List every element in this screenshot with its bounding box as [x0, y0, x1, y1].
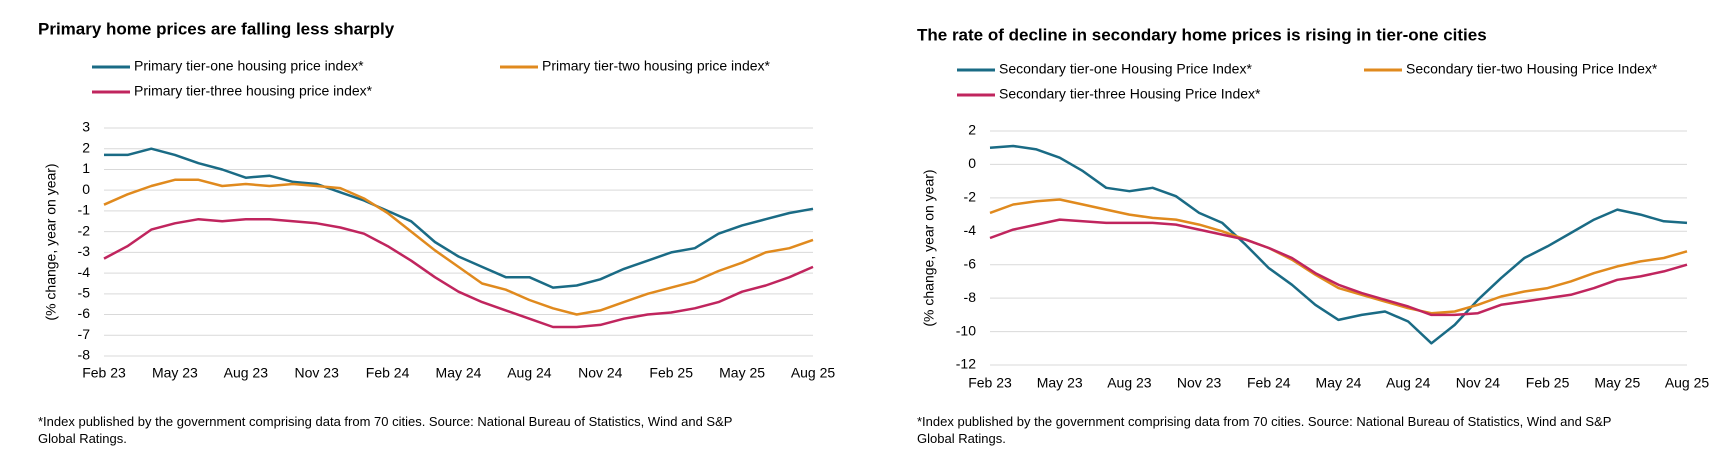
x-tick-label: May 24: [1316, 375, 1362, 391]
y-tick-label: -4: [78, 264, 91, 280]
chart-title: Primary home prices are falling less sha…: [38, 19, 395, 38]
x-tick-label: Feb 24: [1247, 375, 1291, 391]
y-tick-label: 0: [82, 181, 90, 197]
y-tick-label: -6: [78, 305, 91, 321]
x-tick-label: Feb 23: [968, 375, 1012, 391]
x-tick-label: Aug 24: [1386, 375, 1431, 391]
x-tick-label: May 25: [1594, 375, 1640, 391]
x-tick-label: Feb 24: [366, 365, 410, 381]
y-tick-label: 0: [968, 155, 976, 171]
footnote: *Index published by the government compr…: [917, 414, 1611, 446]
footnote: *Index published by the government compr…: [38, 414, 732, 446]
x-tick-label: Aug 25: [791, 365, 836, 381]
y-tick-label: -5: [78, 285, 91, 301]
chart-title: The rate of decline in secondary home pr…: [917, 25, 1487, 44]
y-tick-label: 1: [82, 160, 90, 176]
x-tick-label: Feb 23: [82, 365, 126, 381]
series-line: [989, 144, 1688, 345]
x-tick-label: Nov 23: [295, 365, 340, 381]
y-tick-label: -4: [964, 222, 977, 238]
x-tick-label: Feb 25: [1526, 375, 1570, 391]
series-line: [104, 147, 814, 289]
x-tick-label: Aug 25: [1665, 375, 1710, 391]
x-tick-label: Aug 24: [507, 365, 552, 381]
x-tick-label: May 23: [152, 365, 198, 381]
x-tick-label: Aug 23: [1107, 375, 1152, 391]
y-tick-label: 3: [82, 119, 90, 135]
series-line: [989, 218, 1688, 317]
series-line: [103, 178, 814, 316]
x-tick-label: May 25: [719, 365, 765, 381]
y-tick-label: -7: [78, 326, 91, 342]
legend-label: Primary tier-one housing price index*: [134, 58, 364, 74]
x-tick-label: May 23: [1037, 375, 1083, 391]
y-tick-label: -1: [78, 202, 91, 218]
legend-label: Secondary tier-two Housing Price Index*: [1406, 61, 1658, 77]
y-axis-label: (% change, year on year): [921, 169, 937, 326]
x-tick-label: Nov 24: [578, 365, 623, 381]
x-tick-label: Aug 23: [224, 365, 269, 381]
y-tick-label: -2: [964, 189, 977, 205]
y-tick-label: -8: [78, 347, 91, 363]
legend-label: Primary tier-two housing price index*: [542, 58, 771, 74]
y-tick-label: -2: [78, 222, 91, 238]
x-tick-label: Nov 24: [1456, 375, 1501, 391]
y-tick-label: -8: [964, 289, 977, 305]
series-line: [103, 217, 814, 329]
y-tick-label: 2: [82, 139, 90, 155]
legend-label: Secondary tier-three Housing Price Index…: [999, 86, 1261, 102]
y-tick-label: -10: [956, 322, 976, 338]
legend-label: Secondary tier-one Housing Price Index*: [999, 61, 1252, 77]
y-tick-label: 2: [968, 122, 976, 138]
y-axis-label: (% change, year on year): [43, 163, 59, 320]
x-tick-label: Feb 25: [649, 365, 693, 381]
series-line: [989, 198, 1688, 315]
legend-label: Primary tier-three housing price index*: [134, 83, 373, 99]
y-tick-label: -6: [964, 255, 977, 271]
x-tick-label: Nov 23: [1177, 375, 1222, 391]
x-tick-label: May 24: [436, 365, 482, 381]
y-tick-label: -3: [78, 243, 91, 259]
y-tick-label: -12: [956, 356, 976, 372]
